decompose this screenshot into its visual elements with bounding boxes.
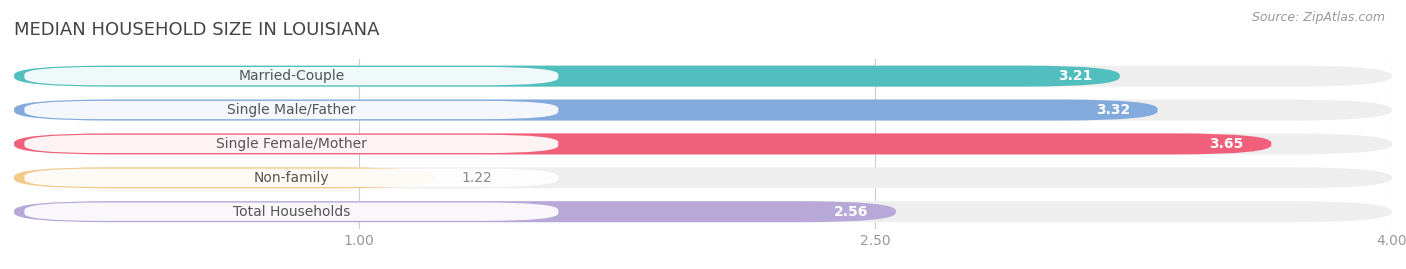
- Text: Single Female/Mother: Single Female/Mother: [217, 137, 367, 151]
- FancyBboxPatch shape: [24, 135, 558, 153]
- FancyBboxPatch shape: [14, 167, 1392, 188]
- Text: Single Male/Father: Single Male/Father: [228, 103, 356, 117]
- Text: 3.21: 3.21: [1057, 69, 1092, 83]
- FancyBboxPatch shape: [24, 203, 558, 221]
- FancyBboxPatch shape: [14, 201, 1392, 222]
- FancyBboxPatch shape: [14, 167, 434, 188]
- Text: Married-Couple: Married-Couple: [238, 69, 344, 83]
- Text: 1.22: 1.22: [463, 171, 492, 185]
- Text: Source: ZipAtlas.com: Source: ZipAtlas.com: [1251, 11, 1385, 24]
- Text: 2.56: 2.56: [834, 205, 869, 219]
- Text: 3.32: 3.32: [1095, 103, 1130, 117]
- Text: Total Households: Total Households: [232, 205, 350, 219]
- FancyBboxPatch shape: [14, 100, 1157, 121]
- Text: Non-family: Non-family: [253, 171, 329, 185]
- FancyBboxPatch shape: [14, 66, 1119, 87]
- Text: 3.65: 3.65: [1209, 137, 1244, 151]
- FancyBboxPatch shape: [24, 67, 558, 85]
- FancyBboxPatch shape: [14, 100, 1392, 121]
- FancyBboxPatch shape: [14, 66, 1392, 87]
- FancyBboxPatch shape: [14, 201, 896, 222]
- FancyBboxPatch shape: [14, 133, 1271, 154]
- FancyBboxPatch shape: [24, 101, 558, 119]
- FancyBboxPatch shape: [14, 133, 1392, 154]
- FancyBboxPatch shape: [24, 169, 558, 187]
- Text: MEDIAN HOUSEHOLD SIZE IN LOUISIANA: MEDIAN HOUSEHOLD SIZE IN LOUISIANA: [14, 21, 380, 39]
